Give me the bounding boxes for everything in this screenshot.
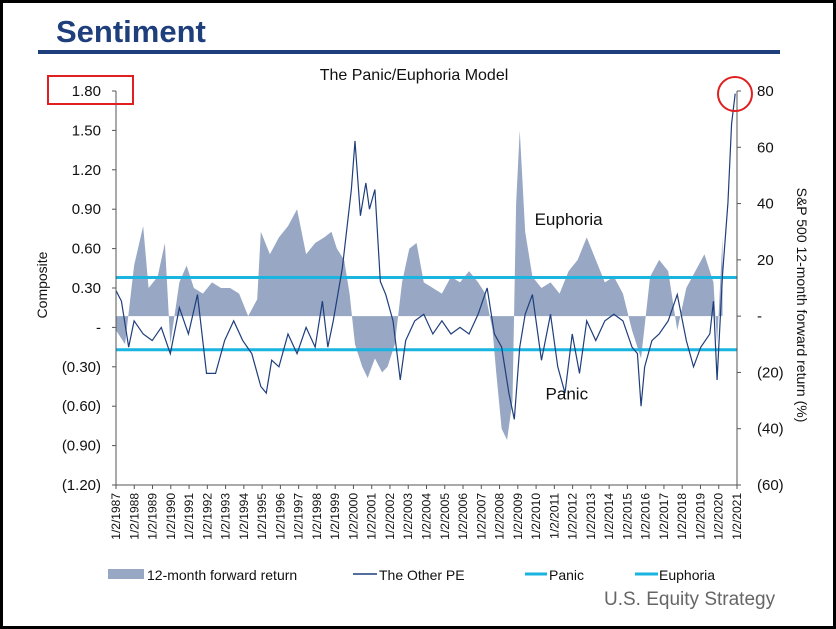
y2-tick-label: (40) bbox=[757, 421, 784, 438]
y-tick-label: (0.30) bbox=[62, 359, 101, 376]
x-tick-label: 1/2/2007 bbox=[474, 493, 488, 540]
y-tick-label: 0.90 bbox=[72, 201, 101, 218]
x-tick-label: 1/2/1995 bbox=[255, 493, 269, 540]
x-tick-label: 1/2/2001 bbox=[365, 493, 379, 540]
x-tick-label: 1/2/2011 bbox=[547, 493, 561, 539]
x-tick-label: 1/2/2009 bbox=[511, 493, 525, 540]
annotation-panic: Panic bbox=[546, 385, 589, 404]
x-tick-label: 1/2/2017 bbox=[657, 493, 671, 540]
x-tick-label: 1/2/1988 bbox=[127, 493, 141, 540]
y-tick-label: 0.60 bbox=[72, 241, 101, 258]
x-tick-label: 1/2/2020 bbox=[712, 493, 726, 540]
x-tick-label: 1/2/1998 bbox=[310, 493, 324, 540]
y2-tick-label: 40 bbox=[757, 196, 774, 213]
y-tick-label: 1.80 bbox=[72, 83, 101, 100]
annotation-euphoria: Euphoria bbox=[535, 210, 604, 229]
x-tick-label: 1/2/1993 bbox=[219, 493, 233, 540]
y2-tick-label: - bbox=[757, 308, 762, 325]
x-tick-label: 1/2/2012 bbox=[566, 493, 580, 540]
x-tick-label: 1/2/2021 bbox=[730, 493, 744, 540]
y2-tick-label: 20 bbox=[757, 252, 774, 269]
y-tick-label: - bbox=[96, 319, 101, 336]
x-tick-label: 1/2/2013 bbox=[584, 493, 598, 540]
x-tick-label: 1/2/2006 bbox=[456, 493, 470, 540]
x-tick-label: 1/2/1989 bbox=[146, 493, 160, 540]
legend-swatch-area bbox=[108, 569, 144, 579]
x-tick-label: 1/2/2002 bbox=[383, 493, 397, 540]
x-tick-label: 1/2/1992 bbox=[200, 493, 214, 540]
series-line-other-pe bbox=[115, 93, 736, 420]
x-tick-label: 1/2/2010 bbox=[529, 493, 543, 540]
x-tick-label: 1/2/1990 bbox=[164, 493, 178, 540]
x-tick-label: 1/2/2019 bbox=[693, 493, 707, 540]
footer-source: U.S. Equity Strategy bbox=[604, 589, 776, 610]
x-tick-label: 1/2/2004 bbox=[420, 493, 434, 540]
x-tick-label: 1/2/1999 bbox=[328, 493, 342, 540]
series-area-forward-return bbox=[116, 130, 723, 440]
y-tick-label: 1.20 bbox=[72, 162, 101, 179]
x-tick-label: 1/2/1991 bbox=[182, 493, 196, 540]
y2-tick-label: (60) bbox=[757, 477, 784, 494]
x-tick-label: 1/2/2000 bbox=[346, 493, 360, 540]
y2-tick-label: 80 bbox=[757, 83, 774, 100]
y2-tick-label: 60 bbox=[757, 139, 774, 156]
chart-title: The Panic/Euphoria Model bbox=[320, 67, 509, 84]
page-title: Sentiment bbox=[56, 14, 206, 49]
y-tick-label: (1.20) bbox=[62, 477, 101, 494]
highlight-circle bbox=[717, 76, 753, 112]
x-tick-label: 1/2/2016 bbox=[639, 493, 653, 540]
x-tick-label: 1/2/2018 bbox=[675, 493, 689, 540]
y-axis-label: Composite bbox=[34, 251, 50, 318]
highlight-box bbox=[47, 75, 134, 105]
title-underline bbox=[38, 50, 780, 54]
x-tick-label: 1/2/1987 bbox=[109, 493, 123, 540]
y-tick-label: 0.30 bbox=[72, 280, 101, 297]
y-tick-label: (0.60) bbox=[62, 398, 101, 415]
x-tick-label: 1/2/2015 bbox=[620, 493, 634, 540]
x-tick-label: 1/2/2014 bbox=[602, 493, 616, 540]
x-tick-label: 1/2/2005 bbox=[438, 493, 452, 540]
y2-axis-label: S&P 500 12-month forward return (%) bbox=[794, 188, 810, 423]
x-tick-label: 1/2/2003 bbox=[401, 493, 415, 540]
legend-label-panic: Panic bbox=[549, 567, 584, 583]
x-tick-label: 1/2/1994 bbox=[237, 493, 251, 540]
legend-label-line: The Other PE bbox=[379, 567, 465, 583]
legend-label-euphoria: Euphoria bbox=[659, 567, 715, 583]
x-tick-label: 1/2/2008 bbox=[493, 493, 507, 540]
y2-tick-label: (20) bbox=[757, 364, 784, 381]
x-tick-label: 1/2/1997 bbox=[292, 493, 306, 540]
legend-label-area: 12-month forward return bbox=[147, 567, 297, 583]
y-tick-label: 1.50 bbox=[72, 122, 101, 139]
y-tick-label: (0.90) bbox=[62, 438, 101, 455]
x-tick-label: 1/2/1996 bbox=[273, 493, 287, 540]
